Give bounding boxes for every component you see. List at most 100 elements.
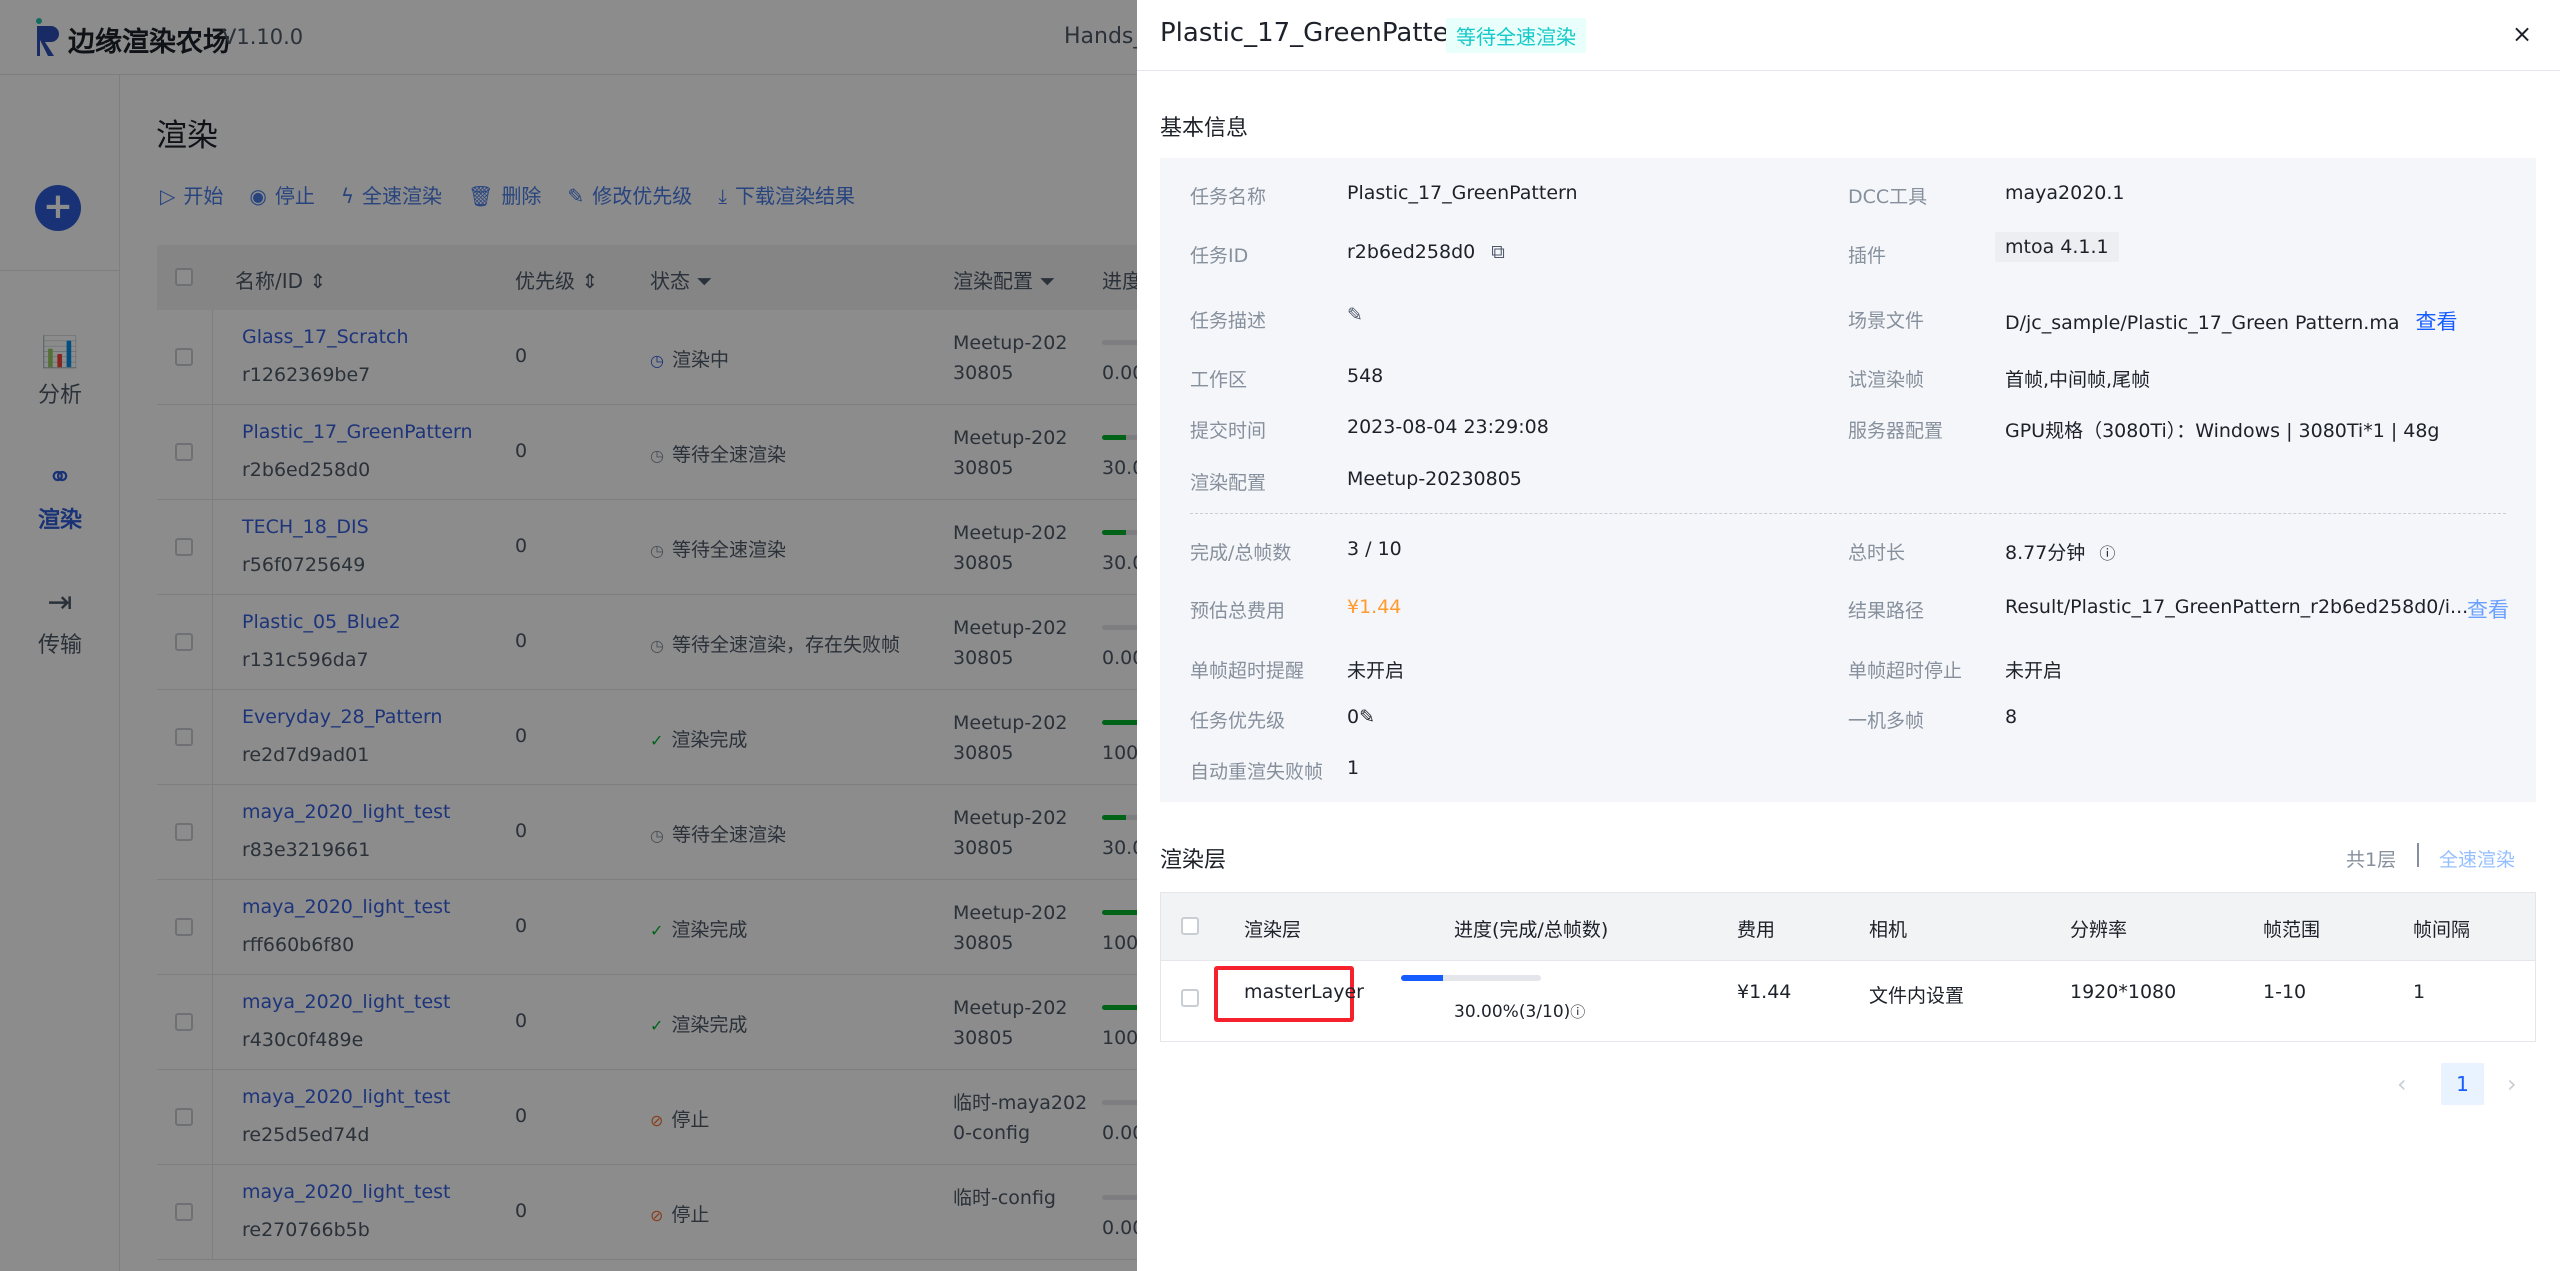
frames-value: 3 / 10	[1347, 538, 1402, 560]
task-name-link[interactable]: Glass_17_Scratch	[242, 326, 409, 348]
toolbar-button-5[interactable]: ⤓ 下载渲染结果	[718, 180, 855, 209]
frames-label: 完成/总帧数	[1190, 542, 1292, 564]
task-name-link[interactable]: maya_2020_light_test	[242, 1181, 451, 1203]
row-checkbox[interactable]	[1181, 989, 1199, 1007]
page-title: 渲染	[156, 118, 218, 154]
filter-icon[interactable]: ⏷	[696, 269, 713, 293]
task-progress-text: 100.	[1102, 742, 1145, 764]
column-config[interactable]: 渲染配置 ⏷	[953, 265, 1055, 294]
table-row[interactable]: Glass_17_Scratch r1262369be7 0 ◷ 渲染中 Meet…	[157, 310, 1257, 405]
status-text: 停止	[671, 1109, 710, 1131]
status-done-icon: ✓	[650, 921, 664, 940]
task-name-link[interactable]: maya_2020_light_test	[242, 991, 451, 1013]
table-row[interactable]: Everyday_28_Pattern re2d7d9ad01 0 ✓ 渲染完成 …	[157, 690, 1257, 785]
sidebar-item-render[interactable]: ⚭ 渲染	[0, 460, 120, 534]
row-checkbox[interactable]	[175, 728, 193, 746]
toolbar-button-3[interactable]: 🗑 删除	[468, 180, 541, 209]
task-id: r56f0725649	[242, 554, 366, 576]
table-row[interactable]: maya_2020_light_test re25d5ed74d 0 ⊘ 停止 临…	[157, 1070, 1257, 1165]
progress-fill	[1102, 435, 1126, 440]
toolbar-button-4[interactable]: ✎ 修改优先级	[567, 180, 692, 209]
row-checkbox[interactable]	[175, 538, 193, 556]
row-checkbox[interactable]	[175, 443, 193, 461]
task-name-link[interactable]: Plastic_17_GreenPattern	[242, 421, 473, 443]
duration-value: 8.77分钟 ⓘ	[2005, 538, 2115, 565]
layers-table: 渲染层 进度(完成/总帧数) 费用 相机 分辨率 帧范围 帧间隔 masterL…	[1160, 892, 2536, 1042]
status-text: 等待全速渲染	[671, 824, 786, 846]
help-icon[interactable]: ⓘ	[2099, 544, 2116, 563]
status-text: 等待全速渲染	[671, 444, 786, 466]
logo-icon	[36, 18, 59, 56]
app-version: V1.10.0	[222, 25, 304, 49]
row-checkbox[interactable]	[175, 1203, 193, 1221]
sort-icon[interactable]: ⇕	[309, 269, 327, 293]
filter-icon[interactable]: ⏷	[1039, 269, 1056, 293]
fast-render-link[interactable]: 全速渲染	[2439, 849, 2516, 871]
column-priority[interactable]: 优先级 ⇕	[515, 265, 598, 294]
sidebar-item-transfer[interactable]: ⇥ 传输	[0, 585, 120, 659]
edit-priority-icon[interactable]: ✎	[1359, 706, 1376, 728]
task-name-link[interactable]: TECH_18_DIS	[242, 516, 369, 538]
task-config: 临时-config	[953, 1183, 1056, 1213]
table-row[interactable]: maya_2020_light_test r430c0f489e 0 ✓ 渲染完成…	[157, 975, 1257, 1070]
column-name[interactable]: 名称/ID ⇕	[235, 265, 326, 294]
column-status[interactable]: 状态 ⏷	[650, 265, 712, 294]
sidebar-item-analysis[interactable]: 📊 分析	[0, 335, 120, 409]
config-text: Meetup-202 30805	[953, 902, 1068, 954]
result-view-link[interactable]: 查看	[2467, 598, 2509, 622]
next-page-button[interactable]: ›	[2507, 1070, 2517, 1098]
task-priority: 0	[515, 535, 528, 557]
divider	[1190, 513, 2506, 514]
status-text: 渲染中	[671, 349, 729, 371]
task-name-link[interactable]: maya_2020_light_test	[242, 896, 451, 918]
table-row[interactable]: Plastic_17_GreenPattern r2b6ed258d0 0 ◷ 等…	[157, 405, 1257, 500]
plugin-label: 插件	[1848, 245, 1887, 267]
task-id: re25d5ed74d	[242, 1124, 370, 1146]
task-config: Meetup-202 30805	[953, 518, 1067, 578]
row-checkbox[interactable]	[175, 348, 193, 366]
desc-label: 任务描述	[1190, 310, 1267, 332]
task-progress-text: 100.	[1102, 1027, 1145, 1049]
table-row[interactable]: TECH_18_DIS r56f0725649 0 ◷ 等待全速渲染 Meetup…	[157, 500, 1257, 595]
layer-name-link[interactable]: masterLayer	[1244, 981, 1364, 1003]
prev-page-button[interactable]: ‹	[2397, 1070, 2407, 1098]
plugin-tag: mtoa 4.1.1	[1995, 232, 2119, 262]
duration-text: 8.77分钟	[2005, 542, 2086, 564]
row-checkbox[interactable]	[175, 1108, 193, 1126]
task-name-link[interactable]: maya_2020_light_test	[242, 1086, 451, 1108]
row-checkbox[interactable]	[175, 918, 193, 936]
task-name-link[interactable]: Plastic_05_Blue2	[242, 611, 401, 633]
toolbar-button-0[interactable]: ▷ 开始	[160, 180, 223, 209]
task-priority: 0	[515, 1105, 528, 1127]
page-1-button[interactable]: 1	[2441, 1063, 2484, 1105]
select-all-checkbox[interactable]	[1181, 917, 1199, 935]
toolbar: ▷ 开始 ◉ 停止 ϟ 全速渲染 🗑 删除 ✎ 修改优先级 ⤓ 下载渲染结果	[160, 180, 855, 209]
config-text: Meetup-202 30805	[953, 332, 1068, 384]
task-config: Meetup-202 30805	[953, 898, 1067, 958]
table-row[interactable]: maya_2020_light_test rff660b6f80 0 ✓ 渲染完成…	[157, 880, 1257, 975]
close-icon[interactable]: ×	[2512, 20, 2533, 48]
toolbar-button-1[interactable]: ◉ 停止	[249, 180, 314, 209]
table-row[interactable]: maya_2020_light_test re270766b5b 0 ⊘ 停止 临…	[157, 1165, 1257, 1260]
select-all-checkbox[interactable]	[175, 268, 193, 286]
edit-description-icon[interactable]: ✎	[1347, 304, 1363, 326]
help-icon[interactable]: ⓘ	[1570, 1003, 1586, 1021]
section-title-basic: 基本信息	[1160, 116, 1249, 141]
table-row[interactable]: Plastic_05_Blue2 r131c596da7 0 ◷ 等待全速渲染，存…	[157, 595, 1257, 690]
row-checkbox[interactable]	[175, 1013, 193, 1031]
task-id-label: 任务ID	[1190, 245, 1249, 267]
priority-label: 任务优先级	[1190, 710, 1286, 732]
add-task-button[interactable]: +	[35, 185, 81, 231]
scene-view-link[interactable]: 查看	[2415, 310, 2458, 334]
row-checkbox[interactable]	[175, 823, 193, 841]
copy-icon[interactable]: ⧉	[1491, 241, 1505, 263]
sort-icon[interactable]: ⇕	[581, 269, 599, 293]
highlight-box	[1214, 966, 1354, 1022]
row-checkbox[interactable]	[175, 633, 193, 651]
toolbar-button-2[interactable]: ϟ 全速渲染	[341, 180, 442, 209]
retry-label: 自动重渲失败帧	[1190, 761, 1324, 783]
task-name-link[interactable]: Everyday_28_Pattern	[242, 706, 443, 728]
status-stopped-icon: ⊘	[650, 1111, 664, 1130]
task-name-link[interactable]: maya_2020_light_test	[242, 801, 451, 823]
priority-text: 0	[1347, 706, 1360, 728]
